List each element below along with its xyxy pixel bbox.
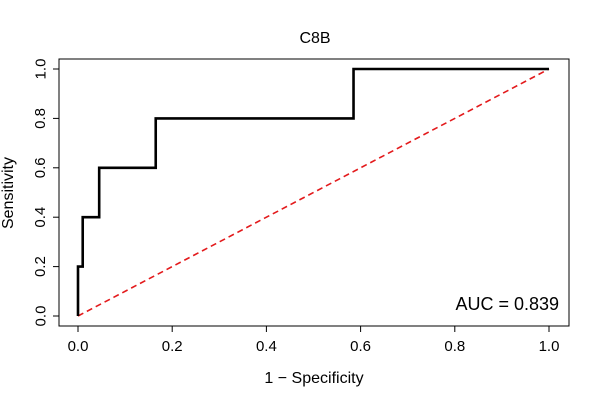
auc-annotation: AUC = 0.839 [455,294,559,314]
x-tick-label: 0.6 [350,338,371,355]
reference-diagonal-line [77,68,550,317]
y-tick-label: 0.2 [32,256,49,277]
y-axis-label: Sensitivity [0,157,17,229]
y-tick-label: 0.4 [32,207,49,228]
x-tick-label: 0.0 [68,338,89,355]
chart-title: C8B [299,30,330,47]
y-axis: 0.0 0.2 0.4 0.6 0.8 1.0 [32,59,59,327]
x-axis-label: 1 − Specificity [264,370,363,387]
series-layer [76,67,550,317]
x-axis: 0.0 0.2 0.4 0.6 0.8 1.0 [68,326,560,355]
y-tick-label: 0.6 [32,157,49,178]
roc-curve-line [76,67,549,316]
x-tick-label: 1.0 [539,338,560,355]
y-tick-label: 0.8 [32,108,49,129]
x-tick-label: 0.4 [256,338,277,355]
x-tick-label: 0.8 [444,338,465,355]
x-tick-label: 0.2 [162,338,183,355]
plot-frame [58,58,570,327]
y-tick-label: 1.0 [32,59,49,80]
y-tick-label: 0.0 [32,306,49,327]
